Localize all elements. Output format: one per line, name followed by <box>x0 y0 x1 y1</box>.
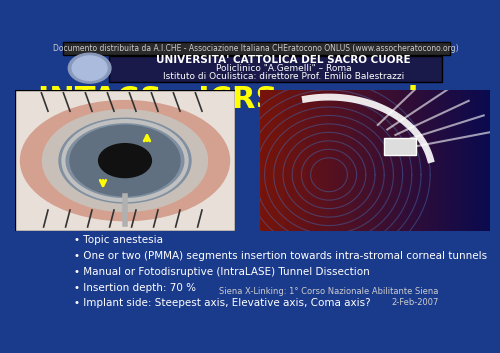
Text: UNIVERSITA' CATTOLICA DEL SACRO CUORE: UNIVERSITA' CATTOLICA DEL SACRO CUORE <box>156 55 410 65</box>
FancyBboxPatch shape <box>15 90 235 231</box>
Text: Istituto di Oculistica: direttore Prof. Emilio Balestrazzi: Istituto di Oculistica: direttore Prof. … <box>163 72 404 81</box>
Text: Policlinico "A.Gemelli" – Roma: Policlinico "A.Gemelli" – Roma <box>216 64 351 73</box>
Circle shape <box>70 125 180 196</box>
Text: Siena X-Linking: 1° Corso Nazionale Abilitante Siena
2-Feb-2007: Siena X-Linking: 1° Corso Nazionale Abil… <box>219 287 438 307</box>
Circle shape <box>72 56 107 80</box>
Circle shape <box>98 144 152 178</box>
Text: • One or two (PMMA) segments insertion towards intra-stromal corneal tunnels: • One or two (PMMA) segments insertion t… <box>74 251 487 261</box>
Text: Documento distribuita da A.I.CHE - Associazione Italiana CHEratocono ONLUS (www.: Documento distribuita da A.I.CHE - Assoc… <box>54 44 459 53</box>
Text: INTACS – ICRS: procedure: INTACS – ICRS: procedure <box>38 85 475 114</box>
FancyBboxPatch shape <box>62 42 450 55</box>
FancyBboxPatch shape <box>384 138 416 155</box>
Text: • Topic anestesia: • Topic anestesia <box>74 235 163 245</box>
Ellipse shape <box>20 101 230 221</box>
Ellipse shape <box>42 110 207 211</box>
Text: • Manual or Fotodisruptive (IntraLASE) Tunnel Dissection: • Manual or Fotodisruptive (IntraLASE) T… <box>74 267 370 277</box>
Text: • Insertion depth: 70 %: • Insertion depth: 70 % <box>74 283 196 293</box>
Text: • Implant side: Steepest axis, Elevative axis, Coma axis?: • Implant side: Steepest axis, Elevative… <box>74 298 371 309</box>
Circle shape <box>68 53 111 83</box>
Circle shape <box>59 118 191 203</box>
FancyBboxPatch shape <box>109 56 442 82</box>
